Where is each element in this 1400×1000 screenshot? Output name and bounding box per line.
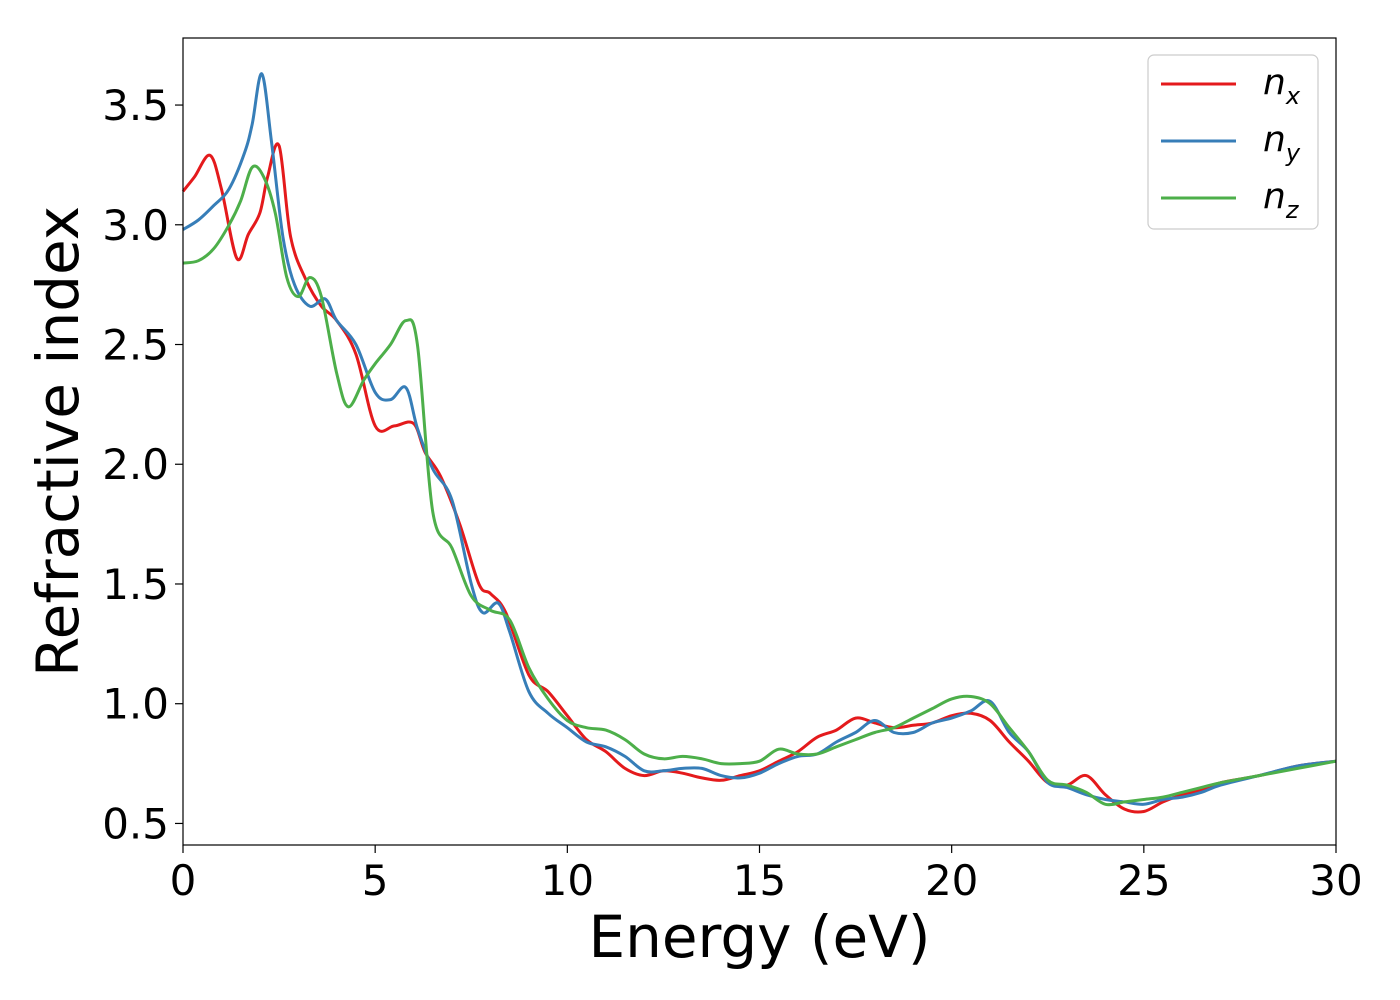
y-tick-label: 2.0 bbox=[102, 440, 169, 489]
x-tick-label: 25 bbox=[1117, 856, 1170, 905]
legend-label-main: n bbox=[1263, 176, 1286, 217]
y-tick-label: 3.0 bbox=[102, 201, 169, 250]
legend-label-subscript: x bbox=[1285, 82, 1301, 110]
y-tick-label: 1.5 bbox=[102, 560, 169, 609]
series-line-y bbox=[182, 72, 1337, 806]
legend-label-main: n bbox=[1263, 119, 1286, 160]
plot-curves bbox=[181, 72, 1337, 814]
x-axis-ticks: 0 5 10 15 20 25 30 bbox=[170, 845, 1363, 905]
y-axis-title: Refractive index bbox=[24, 206, 92, 677]
y-tick-label: 2.5 bbox=[102, 321, 169, 370]
legend-label-subscript: y bbox=[1285, 139, 1301, 167]
legend-label-subscript: z bbox=[1285, 196, 1300, 224]
legend-label-y: ny bbox=[1263, 119, 1301, 167]
legend-label-main: n bbox=[1263, 62, 1286, 103]
x-tick-label: 10 bbox=[541, 856, 594, 905]
y-tick-label: 3.5 bbox=[102, 81, 169, 130]
y-axis-ticks: 0.5 1.0 1.5 2.0 2.5 3.0 3.5 bbox=[102, 81, 183, 848]
series-line-z bbox=[182, 164, 1337, 807]
x-tick-label: 20 bbox=[925, 856, 978, 905]
y-tick-label: 0.5 bbox=[102, 799, 169, 848]
x-tick-label: 30 bbox=[1309, 856, 1362, 905]
y-tick-label: 1.0 bbox=[102, 680, 169, 729]
x-tick-label: 0 bbox=[170, 856, 197, 905]
x-axis-title: Energy (eV) bbox=[588, 903, 930, 971]
x-tick-label: 15 bbox=[733, 856, 786, 905]
x-tick-label: 5 bbox=[362, 856, 389, 905]
series-line-x bbox=[181, 142, 1337, 814]
legend-label-x: nx bbox=[1263, 62, 1301, 110]
legend-label-z: nz bbox=[1263, 176, 1300, 224]
